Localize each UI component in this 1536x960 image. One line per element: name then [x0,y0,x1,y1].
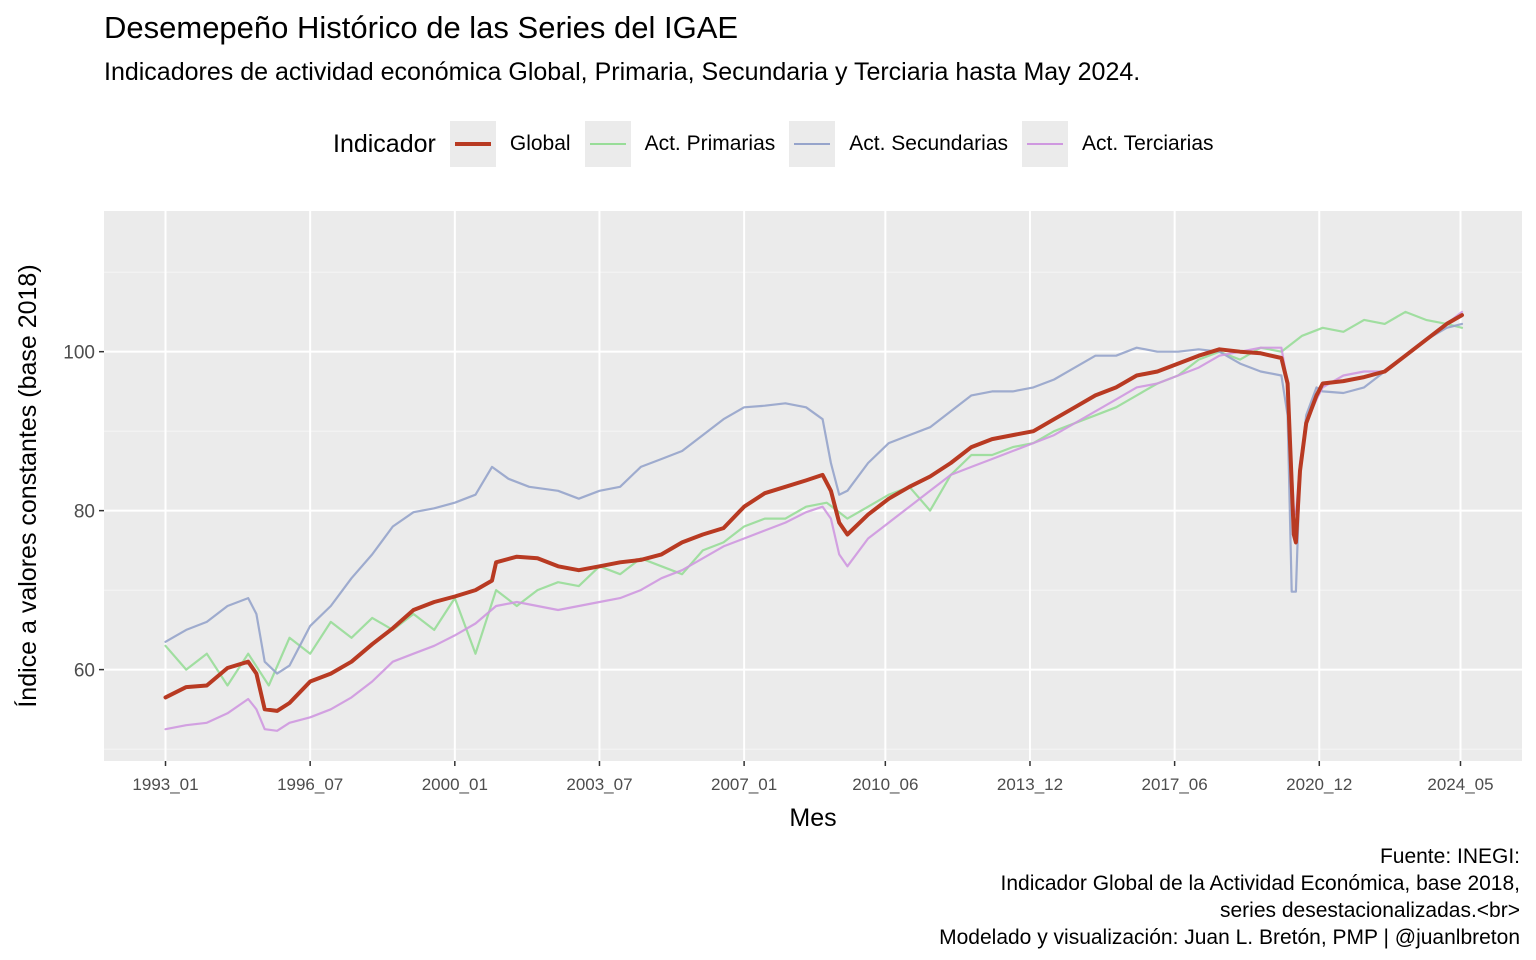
x-tick-label: 2003_07 [566,775,632,794]
x-tick-label: 2000_01 [422,775,488,794]
caption: Fuente: INEGI: Indicador Global de la Ac… [939,843,1520,951]
legend-item-terciarias: Act. Terciarias [1022,121,1214,167]
caption-line-3: series desestacionalizadas.<br> [1219,899,1520,922]
series-line-act-secundarias [164,322,1464,675]
series-line-global [163,313,1464,713]
legend-item-primarias: Act. Primarias [584,121,776,167]
legend-swatch-terciarias [1027,143,1064,145]
x-tick-label: 2024_05 [1427,775,1493,794]
x-tick-label: 1996_07 [277,775,343,794]
legend-swatch-secundarias [794,143,831,145]
chart-title: Desemepeño Histórico de las Series del I… [104,10,739,45]
x-tick-label: 2010_06 [852,775,918,794]
y-tick-label: 60 [74,661,95,682]
legend-label-secundarias: Act. Secundarias [849,132,1009,155]
x-tick-label: 2017_06 [1142,775,1208,794]
legend-swatch-primarias [589,143,626,145]
caption-line-1: Fuente: INEGI: [1379,845,1520,868]
axes: 60 80 100 1993_01 1996_07 2000_01 2003_07 2007_… [63,343,1493,794]
chart-subtitle: Indicadores de actividad económica Globa… [104,58,1141,86]
y-tick-label: 80 [74,502,95,523]
x-tick-label: 1993_01 [132,775,198,794]
legend-label-global: Global [509,132,571,155]
legend-label-primarias: Act. Primarias [644,132,776,155]
series-lines [163,310,1464,732]
caption-line-2: Indicador Global de la Actividad Económi… [1000,872,1521,895]
legend-label-terciarias: Act. Terciarias [1082,132,1214,155]
y-tick-label: 100 [63,343,95,364]
grid-lines [104,211,1522,761]
legend-item-global: Global [449,121,571,167]
legend-item-secundarias: Act. Secundarias [789,121,1008,167]
y-axis-title: Índice a valores constantes (base 2018) [13,264,42,707]
caption-line-4: Modelado y visualización: Juan L. Bretón… [939,926,1520,949]
x-axis-title: Mes [789,804,836,832]
x-tick-label: 2020_12 [1286,775,1352,794]
legend-title: Indicador [333,129,436,158]
legend-swatch-global [454,142,491,146]
x-tick-label: 2013_12 [997,775,1063,794]
x-tick-label: 2007_01 [711,775,777,794]
legend: Indicador Global Act. Primarias Act. Sec… [333,121,1228,167]
